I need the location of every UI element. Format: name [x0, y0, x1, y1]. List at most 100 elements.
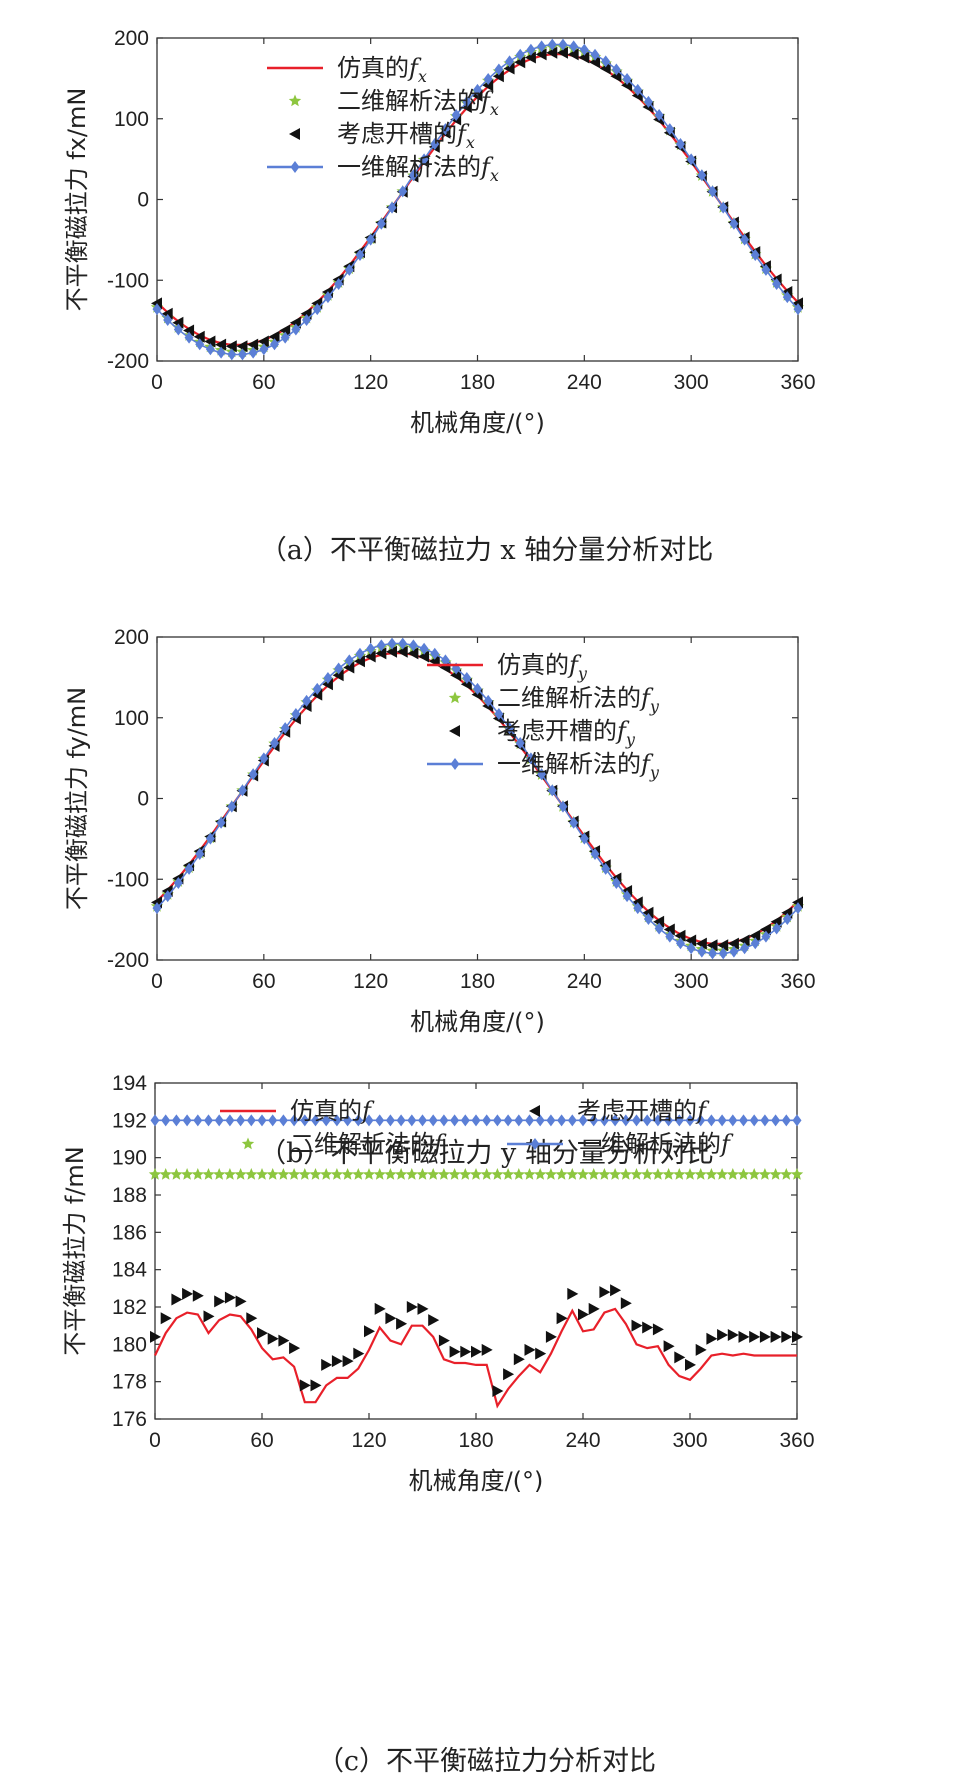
c-data-point [332, 1114, 342, 1127]
c-data-point [342, 1355, 354, 1368]
c-data-point [223, 1168, 237, 1180]
panel-b: 0 60 120 180 240 300 360 -200 -100 0 100 200 机械角度/(°… [0, 600, 973, 1180]
c-data-point [417, 1302, 429, 1315]
c-data-point [214, 1114, 224, 1127]
c-data-point [418, 1114, 427, 1127]
c-ylabel: 不平衡磁拉力 f/mN [61, 1146, 89, 1356]
c-data-point [578, 1308, 589, 1321]
c-data-point [438, 1334, 450, 1347]
b-data-point [152, 902, 162, 915]
c-data-point [769, 1168, 782, 1180]
a-data-point [302, 313, 312, 326]
b-data-point [793, 902, 803, 915]
b-xtick-label: 0 [151, 970, 163, 993]
b-ylabel-group: 不平衡磁拉力 fy/mN [63, 687, 91, 910]
b-data-point [642, 906, 654, 919]
b-data-point [515, 736, 525, 749]
a-legend-item-0: 仿真的fx [267, 54, 427, 86]
c-data-point [641, 1168, 654, 1180]
b-data-point [396, 645, 408, 658]
a-data-point [546, 46, 558, 59]
a-legend-label-sub: x [466, 133, 475, 152]
b-data-point [302, 694, 312, 707]
a-data-point [718, 201, 728, 214]
b-legend-label-text: 一维解析法的 [497, 750, 641, 778]
c-data-point [760, 1114, 770, 1127]
a-xtick-label: 300 [674, 371, 709, 394]
b-data-point [291, 708, 301, 721]
c-data-point [471, 1345, 482, 1358]
c-data-point [781, 1330, 793, 1343]
c-data-point [278, 1114, 288, 1127]
a-data-point [503, 62, 515, 75]
c-data-point [257, 1114, 267, 1127]
b-data-point [387, 637, 397, 650]
a-legend-label: 仿真的fx [337, 54, 427, 86]
a-data-point [334, 277, 344, 290]
b-xtick-label: 180 [460, 970, 495, 993]
c-data-point [674, 1351, 686, 1364]
c-legend-label-text: 二维解析法的 [290, 1130, 434, 1158]
a-legend-item-3: 一维解析法的fx [267, 153, 499, 185]
c-data-point [224, 1291, 236, 1304]
b-data-point [386, 645, 398, 658]
a-data-point [205, 343, 215, 356]
c-data-point [321, 1358, 333, 1371]
c-data-point [545, 1330, 557, 1343]
b-data-point [611, 876, 621, 889]
c-data-point [695, 1343, 707, 1356]
b-ytick-label: 100 [114, 707, 149, 730]
a-data-point [556, 46, 568, 59]
c-data-point [300, 1114, 310, 1127]
b-legend-label-sub: y [649, 697, 660, 716]
c-data-point [471, 1114, 481, 1127]
b-data-point [663, 923, 675, 936]
c-data-point [664, 1114, 674, 1127]
c-data-point [481, 1343, 493, 1356]
c-data-point [203, 1310, 215, 1323]
a-legend-item-2: 考虑开槽的fx [289, 120, 475, 152]
c-data-point [535, 1114, 545, 1127]
c-data-point [214, 1295, 226, 1308]
c-series-1 [148, 1168, 804, 1180]
c-data-point [437, 1168, 451, 1180]
a-xtick-label: 120 [353, 371, 388, 394]
c-data-point [567, 1287, 579, 1300]
b-xlabel: 机械角度/(°) [410, 1008, 545, 1036]
c-data-point [268, 1114, 278, 1127]
c-data-point [683, 1168, 697, 1180]
a-data-point [268, 330, 280, 343]
a-data-point [289, 316, 301, 329]
c-data-point [717, 1114, 727, 1127]
c-data-point [685, 1358, 696, 1371]
a-data-point [430, 137, 440, 150]
c-data-point [320, 1168, 333, 1180]
a-data-point [193, 330, 205, 343]
a-data-point [494, 63, 504, 76]
c-data-point [632, 1114, 641, 1127]
c-data-point [610, 1284, 622, 1297]
b-legend-marker [450, 758, 460, 770]
c-data-point [385, 1312, 397, 1325]
a-data-point [163, 313, 173, 326]
c-data-point [450, 1114, 460, 1127]
a-data-point [633, 83, 643, 96]
a-ytick-label: 0 [137, 189, 149, 212]
c-data-point [267, 1332, 279, 1345]
b-data-point [761, 930, 771, 943]
c-data-point [287, 1168, 301, 1180]
c-data-point [619, 1168, 632, 1180]
b-data-point [738, 934, 750, 947]
b-data-point [163, 890, 173, 903]
c-data-point [758, 1168, 772, 1180]
a-data-point [558, 38, 568, 51]
c-data-point [480, 1168, 493, 1180]
a-data-point [643, 95, 653, 108]
b-data-point [653, 915, 665, 928]
a-data-point [184, 331, 194, 344]
b-data-point [686, 942, 696, 955]
c-data-point [587, 1168, 600, 1180]
c-data-point [266, 1168, 279, 1180]
c-data-point [566, 1168, 579, 1180]
a-xtick-label: 360 [780, 371, 815, 394]
